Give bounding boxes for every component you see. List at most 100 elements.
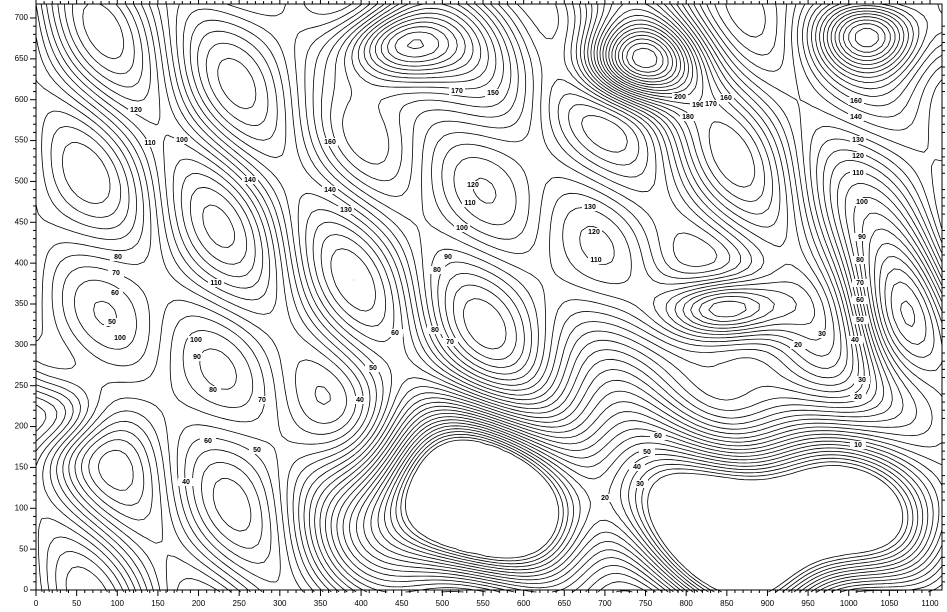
y-tick-label: 200 (15, 422, 29, 431)
contour-label: 130 (584, 204, 596, 211)
contour-label: 50 (856, 317, 864, 324)
contour-label: 70 (258, 397, 266, 404)
contour-label: 70 (446, 339, 454, 346)
contour-label: 90 (193, 354, 201, 361)
y-tick-label: 50 (19, 544, 28, 553)
x-tick-label: 800 (680, 599, 694, 608)
x-tick-label: 150 (151, 599, 165, 608)
y-tick-label: 350 (15, 299, 29, 308)
contour-label: 80 (209, 387, 217, 394)
x-tick-label: 200 (192, 599, 206, 608)
contour-label: 100 (190, 337, 202, 344)
contour-label: 20 (794, 342, 802, 349)
x-tick-label: 500 (436, 599, 450, 608)
contour-label: 110 (590, 257, 601, 264)
y-tick-label: 100 (15, 503, 29, 512)
contour-label: 50 (369, 365, 377, 372)
x-tick-label: 950 (801, 599, 815, 608)
y-tick-label: 550 (15, 136, 29, 145)
contour-label: 80 (856, 257, 864, 264)
contour-label: 100 (456, 225, 468, 232)
contour-label: 80 (431, 327, 439, 334)
contour-label: 130 (340, 207, 352, 214)
contour-label: 60 (391, 330, 399, 337)
contour-label: 110 (852, 170, 863, 177)
contour-label: 40 (851, 337, 859, 344)
y-tick-label: 300 (15, 340, 29, 349)
contour-label: 160 (850, 98, 862, 105)
x-tick-label: 850 (720, 599, 734, 608)
contour-map: 0501001502002503003504004505005506006507… (0, 0, 947, 612)
x-tick-label: 1000 (840, 599, 858, 608)
x-tick-label: 300 (273, 599, 287, 608)
contour-label: 170 (451, 88, 463, 95)
contour-label: 80 (114, 254, 122, 261)
x-tick-label: 700 (598, 599, 612, 608)
x-tick-label: 400 (354, 599, 368, 608)
contour-label: 40 (182, 479, 190, 486)
contour-label: 110 (144, 140, 155, 147)
y-tick-label: 250 (15, 381, 29, 390)
y-tick-label: 400 (15, 258, 29, 267)
contour-label: 70 (112, 270, 120, 277)
contour-label: 80 (433, 267, 441, 274)
contour-label: 160 (324, 139, 336, 146)
contour-label: 40 (356, 397, 364, 404)
contour-label: 60 (204, 438, 212, 445)
contour-label: 100 (114, 335, 126, 342)
x-tick-label: 250 (233, 599, 247, 608)
x-tick-label: 100 (111, 599, 125, 608)
contour-label: 120 (130, 107, 142, 114)
contour-label: 130 (852, 137, 864, 144)
contour-label: 190 (692, 102, 704, 109)
x-tick-label: 900 (761, 599, 775, 608)
contour-label: 30 (818, 331, 826, 338)
contour-label: 160 (720, 95, 732, 102)
contour-label: 150 (487, 90, 499, 97)
x-tick-label: 1100 (921, 599, 939, 608)
contour-label: 50 (643, 449, 651, 456)
x-tick-label: 650 (558, 599, 572, 608)
contour-label: 20 (601, 495, 609, 502)
contour-label: 200 (674, 94, 686, 101)
x-tick-label: 1050 (880, 599, 898, 608)
contour-label: 50 (108, 319, 116, 326)
contour-label: 170 (705, 101, 717, 108)
contour-label: 110 (464, 200, 475, 207)
background (0, 0, 947, 612)
x-tick-label: 50 (72, 599, 81, 608)
y-tick-label: 500 (15, 177, 29, 186)
x-tick-label: 450 (395, 599, 409, 608)
x-tick-label: 550 (476, 599, 490, 608)
contour-label: 90 (858, 234, 866, 241)
contour-label: 140 (850, 114, 862, 121)
contour-label: 100 (856, 199, 868, 206)
contour-label: 110 (210, 280, 221, 287)
contour-label: 180 (682, 114, 694, 121)
contour-label: 40 (633, 464, 641, 471)
contour-label: 30 (636, 481, 644, 488)
x-tick-label: 600 (517, 599, 531, 608)
y-tick-label: 150 (15, 463, 29, 472)
y-tick-label: 0 (24, 585, 29, 594)
contour-label: 140 (244, 177, 256, 184)
contour-label: 140 (324, 187, 336, 194)
contour-label: 20 (854, 394, 862, 401)
x-tick-label: 0 (34, 599, 39, 608)
y-tick-label: 650 (15, 54, 29, 63)
y-tick-label: 450 (15, 217, 29, 226)
y-tick-label: 600 (15, 95, 29, 104)
contour-label: 60 (111, 290, 119, 297)
contour-label: 120 (588, 229, 600, 236)
contour-label: 120 (852, 153, 864, 160)
contour-label: 10 (854, 442, 862, 449)
contour-label: 60 (856, 297, 864, 304)
contour-label: 100 (176, 137, 188, 144)
contour-label: 30 (858, 377, 866, 384)
x-tick-label: 750 (639, 599, 653, 608)
contour-label: 90 (444, 254, 452, 261)
contour-label: 120 (467, 182, 479, 189)
contour-label: 50 (253, 447, 261, 454)
x-tick-label: 350 (314, 599, 328, 608)
y-tick-label: 700 (15, 13, 29, 22)
